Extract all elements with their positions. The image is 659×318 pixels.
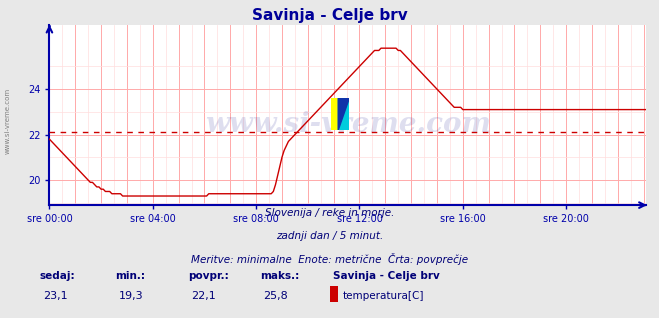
Text: 25,8: 25,8 — [264, 291, 289, 301]
Text: 19,3: 19,3 — [119, 291, 143, 301]
Polygon shape — [338, 98, 349, 130]
Text: www.si-vreme.com: www.si-vreme.com — [5, 88, 11, 154]
Text: 22,1: 22,1 — [191, 291, 216, 301]
Text: sedaj:: sedaj: — [40, 272, 75, 281]
Text: zadnji dan / 5 minut.: zadnji dan / 5 minut. — [276, 231, 383, 240]
Polygon shape — [338, 98, 349, 130]
Text: min.:: min.: — [115, 272, 146, 281]
Text: Slovenija / reke in morje.: Slovenija / reke in morje. — [265, 208, 394, 218]
Text: povpr.:: povpr.: — [188, 272, 229, 281]
Text: Savinja - Celje brv: Savinja - Celje brv — [252, 8, 407, 23]
Text: www.si-vreme.com: www.si-vreme.com — [205, 111, 490, 138]
Text: Savinja - Celje brv: Savinja - Celje brv — [333, 272, 440, 281]
Text: maks.:: maks.: — [260, 272, 300, 281]
Text: 23,1: 23,1 — [43, 291, 67, 301]
Text: Meritve: minimalne  Enote: metrične  Črta: povprečje: Meritve: minimalne Enote: metrične Črta:… — [191, 253, 468, 265]
Text: temperatura[C]: temperatura[C] — [343, 291, 424, 301]
